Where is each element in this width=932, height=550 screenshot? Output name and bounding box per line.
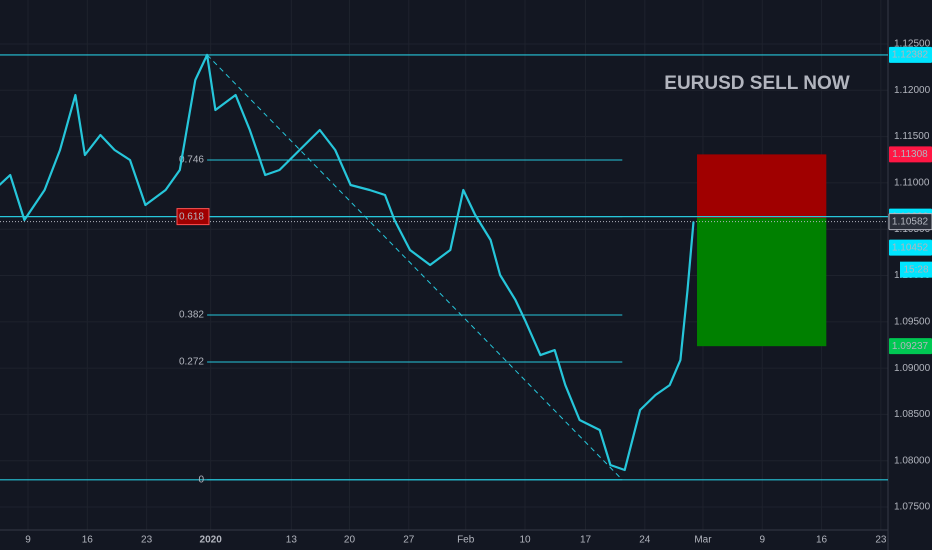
x-tick-label: 23 [875,535,887,546]
price-label: 1.09237 [892,341,929,352]
price-label-bg [889,46,932,63]
x-tick-label: 27 [403,535,415,546]
price-label-bg [889,146,932,163]
y-tick-label: 1.11500 [894,131,930,142]
x-tick-label: 20 [344,535,356,546]
stop-zone [697,154,827,219]
price-line [0,53,695,472]
x-tick-label: 2020 [200,535,223,546]
fib-label: 0.746 [179,155,204,166]
y-tick-label: 1.11000 [894,178,930,189]
fib-label-bg [176,208,210,226]
target-zone [697,218,827,347]
y-tick-label: 1.12500 [894,39,931,50]
countdown-bg [900,261,932,278]
x-tick-label: 24 [639,535,651,546]
price-label-bg [889,338,932,355]
fib-label: 0 [198,474,204,485]
price-label: 1.10452 [892,242,929,253]
x-tick-label: 17 [580,535,592,546]
x-tick-label: 16 [816,535,828,546]
y-tick-label: 1.09500 [894,316,931,327]
x-tick-label: Feb [457,535,475,546]
y-tick-label: 1.09000 [894,363,931,374]
trend-line [206,54,623,481]
price-label: 1.10582 [892,216,929,227]
x-tick-label: 13 [286,535,298,546]
chart-title: EURUSD SELL NOW [664,73,850,94]
x-tick-label: 16 [82,535,94,546]
fib-label: 0.272 [179,357,204,368]
x-tick-label: 23 [141,535,153,546]
x-tick-label: 9 [759,535,765,546]
fib-label: 0.382 [179,310,204,321]
y-tick-label: 1.08500 [894,409,931,420]
y-tick-label: 1.12000 [894,85,931,96]
price-label: 1.12382 [892,50,929,61]
price-label-bg [889,239,932,256]
price-label-bg [888,213,932,231]
price-label: 1.11308 [892,149,928,160]
fib-label: 0.618 [179,211,204,222]
y-tick-label: 1.07500 [894,502,931,513]
x-tick-label: Mar [694,535,712,546]
x-tick-label: 10 [519,535,531,546]
x-tick-label: 9 [25,535,31,546]
y-tick-label: 1.08000 [894,455,931,466]
countdown: 15:28 [903,264,928,275]
